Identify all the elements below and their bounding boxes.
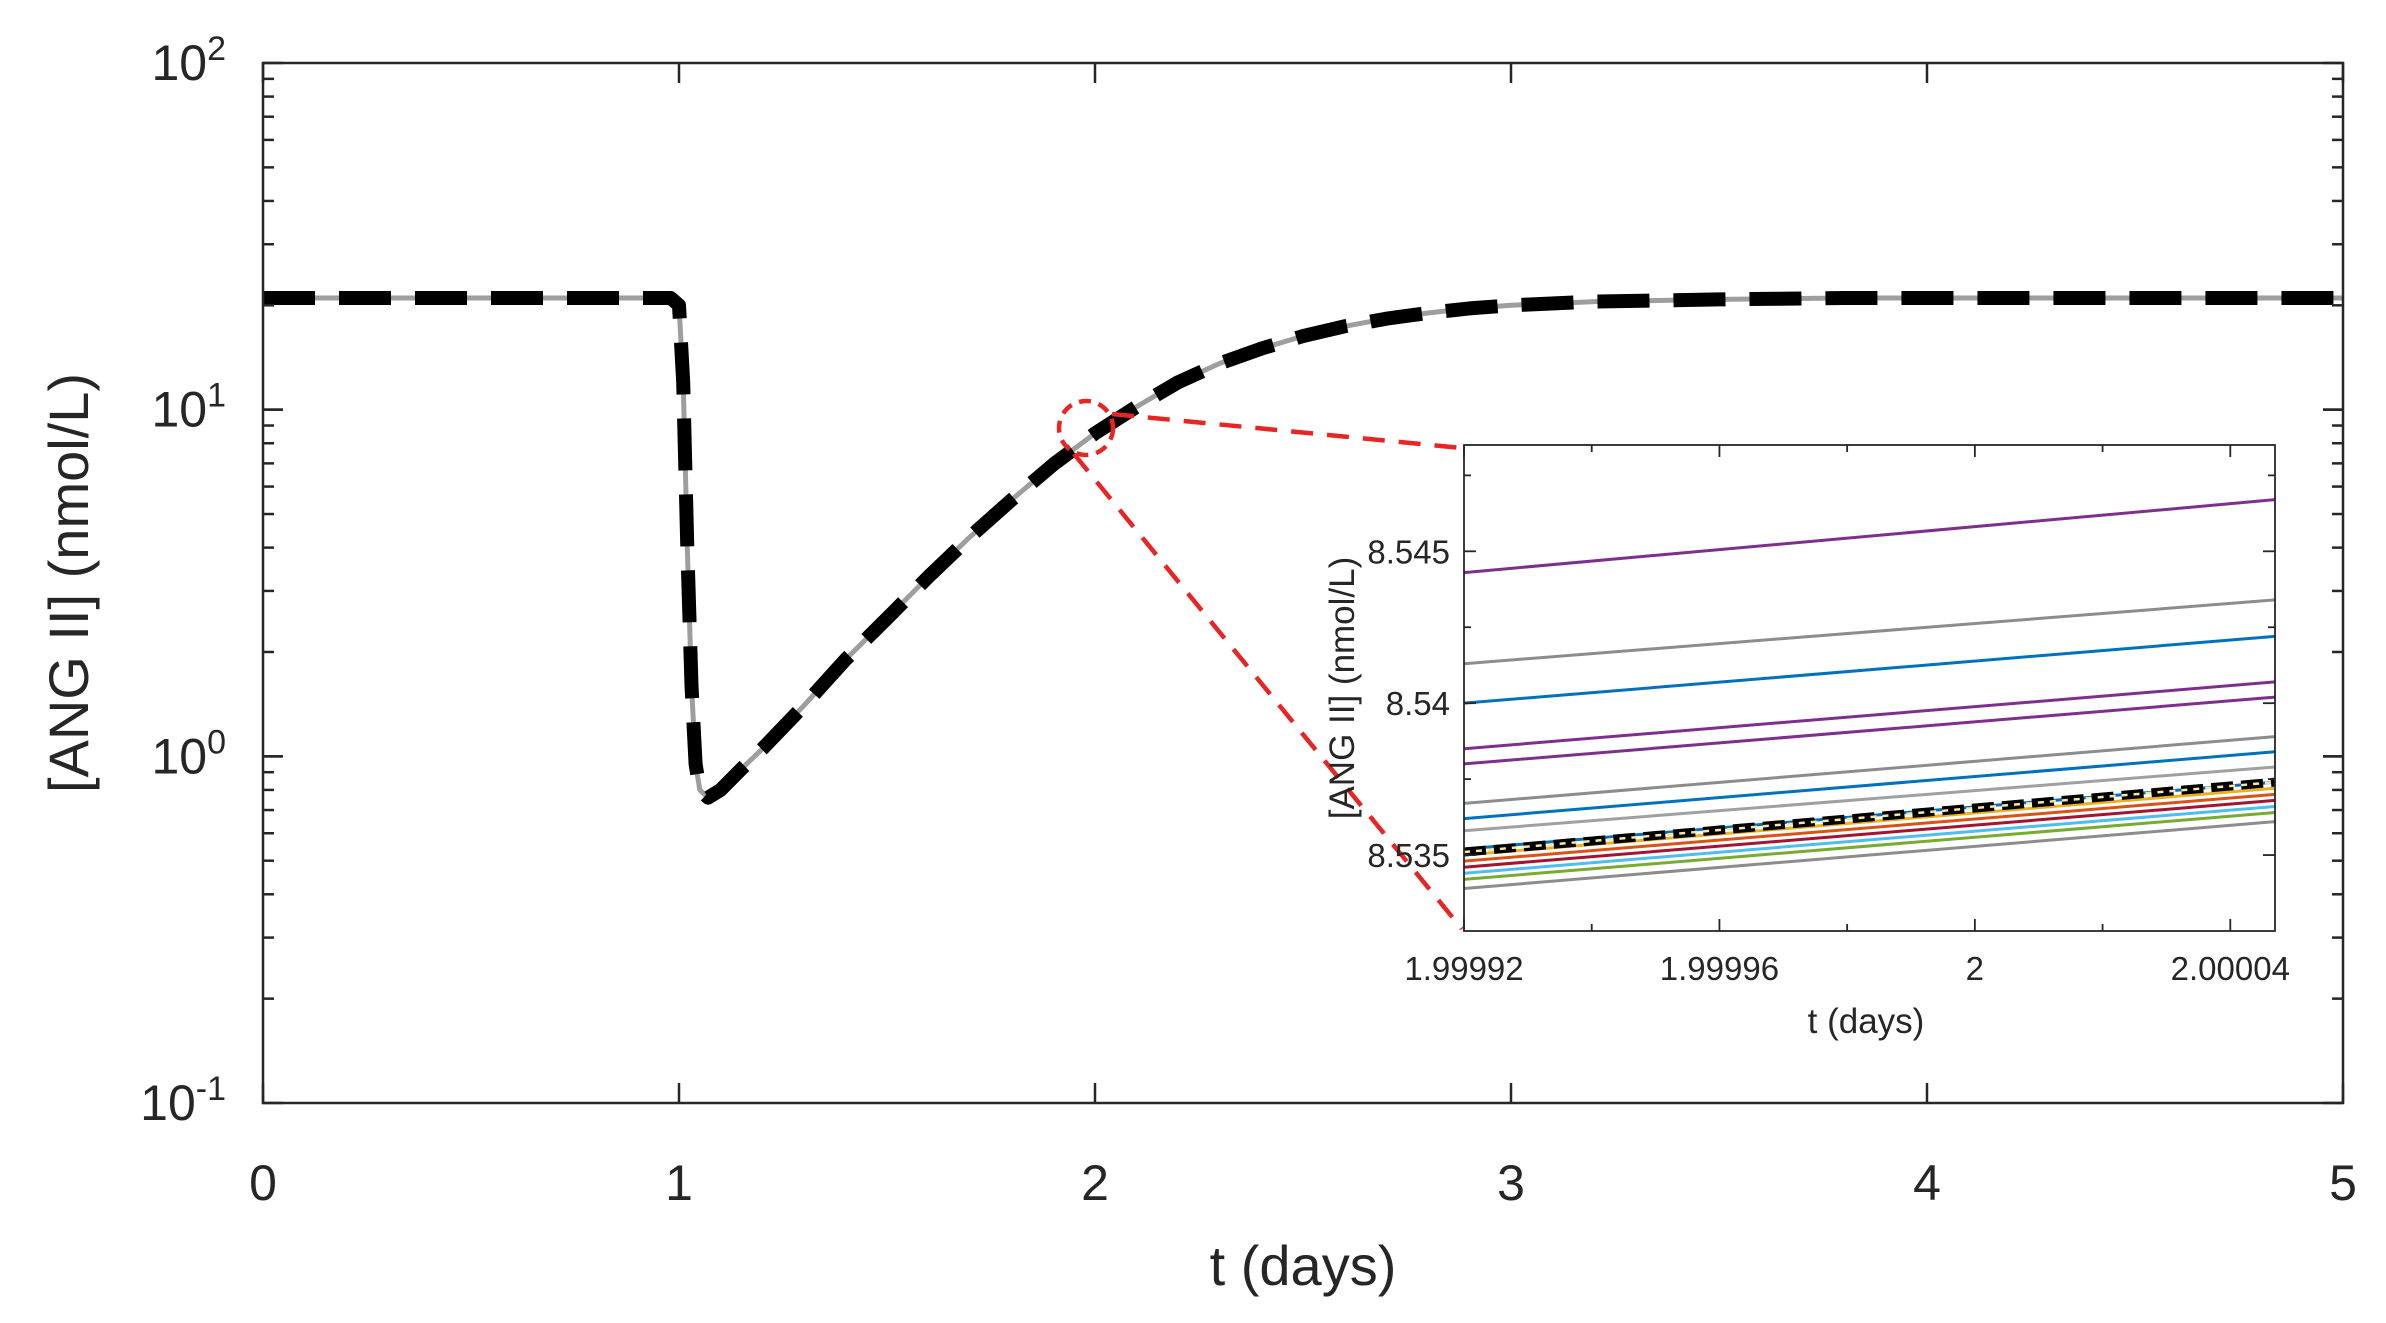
- main-ytick-label: 100: [151, 723, 226, 784]
- inset-xtick-label: 1.99992: [1404, 950, 1523, 987]
- main-ytick-label: 101: [151, 377, 226, 438]
- main-ytick-label: 10-1: [140, 1070, 226, 1131]
- main-xtick-label: 4: [1913, 1155, 1941, 1211]
- main-xtick-label: 3: [1497, 1155, 1525, 1211]
- inset-lines: [1464, 498, 2275, 890]
- inset-series-sim-11: [1464, 792, 2275, 863]
- inset-series-sim-06: [1464, 735, 2275, 805]
- inset-series-sim-02: [1464, 598, 2275, 666]
- main-xtick-label: 2: [1081, 1155, 1109, 1211]
- main-xtick-label: 5: [2329, 1155, 2357, 1211]
- inset-xtick-labels: 1.99992 1.99996 2 2.00004: [1404, 950, 2290, 987]
- inset-x-axis-label: t (days): [1808, 1002, 1925, 1041]
- inset-y-axis-label: [ANG II] (nmol/L): [1323, 557, 1362, 820]
- main-y-axis-label: [ANG II] (nmol/L): [37, 373, 100, 793]
- inset-series-sim-12: [1464, 798, 2275, 869]
- zoom-connector-bottom: [1072, 452, 1464, 931]
- main-x-axis-label: t (days): [1210, 1234, 1397, 1297]
- inset-series-sim-03: [1464, 634, 2275, 705]
- inset-series-sim-05: [1464, 695, 2275, 766]
- inset-series-sim-15: [1464, 820, 2275, 890]
- inset-ytick-labels: 8.535 8.54 8.545: [1367, 533, 1450, 874]
- main-axes-box: [261, 61, 2345, 1105]
- inset-xtick-label: 1.99996: [1660, 950, 1779, 987]
- inset-xtick-label: 2: [1966, 950, 1984, 987]
- main-xtick-label: 1: [665, 1155, 693, 1211]
- main-lines: [263, 291, 2343, 805]
- inset-ticks: [1463, 445, 2275, 931]
- zoom-circle: [1056, 398, 1116, 458]
- inset-axes-box: [1463, 444, 2276, 932]
- inset-series-sim-14: [1464, 811, 2275, 881]
- zoom-annotation: [1056, 398, 1464, 931]
- inset-series-sim-01: [1464, 498, 2275, 575]
- inset-series-sim-13: [1464, 804, 2275, 875]
- inset-ytick-label: 8.545: [1367, 533, 1450, 570]
- inset-ytick-label: 8.535: [1367, 837, 1450, 874]
- inset-ytick-label: 8.54: [1386, 685, 1450, 722]
- inset-axes: 1.99992 1.99996 2 2.00004 8.535 8.54 8.545 t …: [1323, 444, 2290, 1041]
- main-xtick-labels: 0 1 2 3 4 5: [249, 1155, 2357, 1211]
- zoom-connector-top: [1111, 411, 1463, 451]
- inset-series-sim-08: [1464, 765, 2275, 833]
- main-ytick-labels: 10-1 100 101 102: [140, 30, 226, 1131]
- inset-series-sim-07: [1464, 750, 2275, 821]
- inset-xtick-label: 2.00004: [2171, 950, 2290, 987]
- main-xtick-label: 0: [249, 1155, 277, 1211]
- inset-series-sim-04: [1464, 680, 2275, 751]
- main-series-mean: [263, 291, 2343, 805]
- inset-series-mean-highlight: [1464, 780, 2275, 854]
- main-ytick-label: 102: [151, 30, 226, 91]
